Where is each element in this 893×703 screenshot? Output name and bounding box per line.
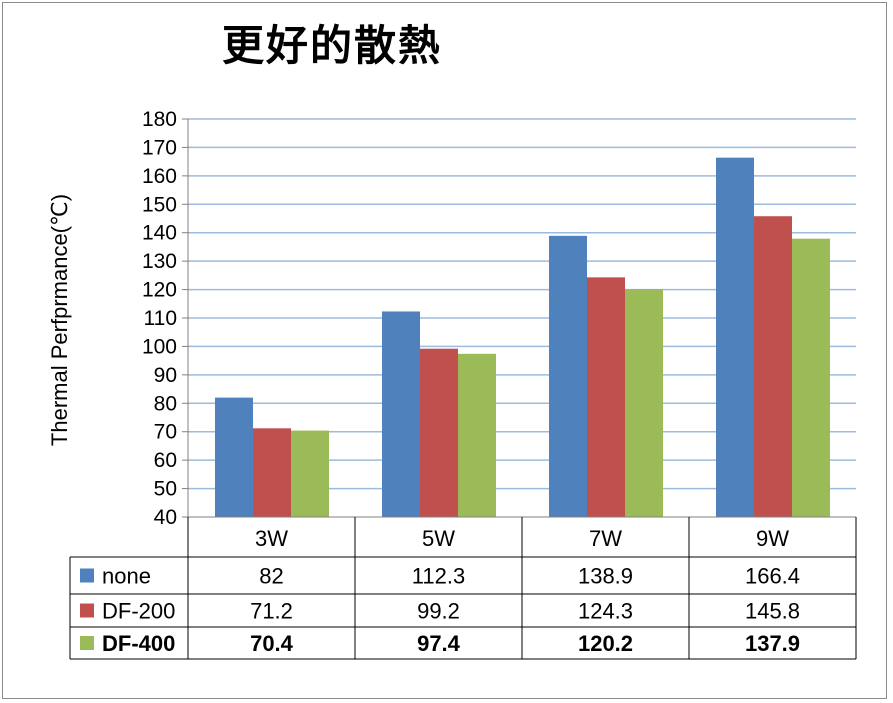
y-tick-label: 120: [142, 279, 177, 302]
legend-swatch-df-200: [80, 603, 94, 618]
bar-none-7w: [549, 235, 587, 517]
bar-df-400-3w: [291, 430, 329, 517]
y-tick-label: 180: [142, 108, 177, 131]
legend-label-df-200: DF-200: [102, 599, 175, 624]
bar-none-5w: [382, 311, 420, 517]
data-label-none-3w: 82: [259, 564, 283, 589]
bar-df-200-5w: [420, 348, 458, 517]
bars: [215, 157, 830, 518]
category-label-5w: 5W: [422, 526, 455, 551]
bar-df-200-3w: [253, 428, 291, 517]
y-tick-label: 60: [154, 449, 177, 472]
y-tick-label: 130: [142, 250, 177, 273]
bar-df-400-9w: [792, 238, 830, 518]
legend-label-none: none: [102, 564, 151, 589]
y-tick-label: 70: [154, 421, 177, 444]
data-label-df-200-7w: 124.3: [578, 599, 633, 624]
data-label-none-9w: 166.4: [745, 564, 800, 589]
data-label-none-7w: 138.9: [578, 564, 633, 589]
legend-label-df-400: DF-400: [102, 631, 175, 656]
bar-df-400-5w: [458, 353, 496, 517]
y-tick-label: 110: [144, 307, 177, 330]
data-label-df-400-9w: 137.9: [745, 631, 800, 656]
y-tick-label: 50: [154, 478, 177, 501]
chart-title: 更好的散熱: [222, 21, 443, 70]
data-table: 3W 5W 7W 9W none 82 112.3 138.9 166.4 DF-200 71.2 9…: [69, 517, 857, 660]
y-tick-label: 170: [142, 136, 177, 159]
y-tick-label: 90: [154, 364, 177, 387]
bar-df-200-9w: [754, 216, 792, 517]
y-tick-label: 40: [154, 506, 177, 529]
data-label-df-200-5w: 99.2: [417, 599, 460, 624]
data-label-df-400-3w: 70.4: [250, 631, 294, 656]
legend-swatch-none: [80, 568, 94, 583]
bar-none-3w: [215, 397, 253, 517]
bar-df-200-7w: [587, 277, 625, 517]
y-tick-labels: 40 50 60 70 80 90 100 110 120 130 140 150 160 170 180: [142, 108, 177, 529]
data-label-df-200-3w: 71.2: [250, 599, 293, 624]
legend-swatch-df-400: [80, 636, 94, 650]
y-tick-label: 140: [142, 222, 177, 245]
data-label-df-400-5w: 97.4: [417, 631, 461, 656]
y-tick-label: 150: [142, 193, 177, 216]
bar-df-400-7w: [625, 289, 663, 517]
data-label-df-400-7w: 120.2: [578, 631, 633, 656]
bar-none-9w: [716, 157, 754, 518]
y-tick-label: 80: [154, 392, 177, 415]
y-tick-label: 100: [142, 335, 177, 358]
category-label-9w: 9W: [756, 526, 789, 551]
data-label-df-200-9w: 145.8: [745, 599, 800, 624]
y-tick-label: 160: [142, 165, 177, 188]
category-label-3w: 3W: [255, 526, 288, 551]
data-label-none-5w: 112.3: [412, 564, 465, 589]
category-label-7w: 7W: [589, 526, 622, 551]
